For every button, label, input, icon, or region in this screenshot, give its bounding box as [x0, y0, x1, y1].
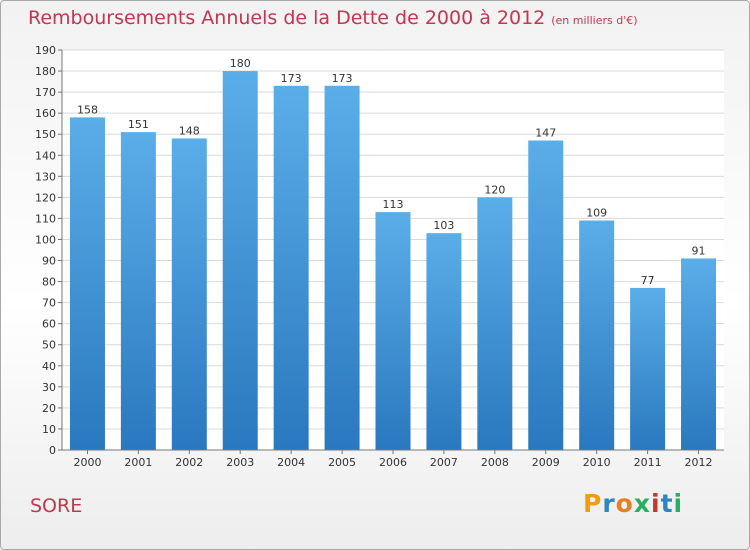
- logo-letter: i: [651, 489, 661, 518]
- y-tick-label: 10: [42, 423, 56, 436]
- y-tick-label: 80: [42, 276, 56, 289]
- bar-2012: [681, 258, 717, 450]
- y-tick-label: 120: [35, 191, 56, 204]
- bar-2010: [579, 220, 615, 450]
- data-label-2009: 147: [535, 127, 556, 140]
- data-label-2012: 91: [692, 244, 706, 257]
- y-tick-label: 110: [35, 212, 56, 225]
- bar-2000: [69, 117, 105, 451]
- data-label-2001: 151: [128, 118, 149, 131]
- x-tick-label-2003: 2003: [226, 456, 254, 469]
- data-label-2011: 77: [641, 274, 655, 287]
- y-tick-label: 30: [42, 381, 56, 394]
- x-tick-label-2001: 2001: [124, 456, 152, 469]
- x-tick-label-2002: 2002: [175, 456, 203, 469]
- logo-letter: P: [583, 489, 603, 518]
- title-text: Remboursements Annuels de la Dette de 20…: [28, 7, 546, 29]
- bar-2009: [528, 140, 564, 451]
- y-tick-label: 180: [35, 65, 56, 78]
- data-label-2007: 103: [433, 219, 454, 232]
- bar-2001: [120, 132, 156, 450]
- y-tick-label: 100: [35, 233, 56, 246]
- y-tick-label: 190: [35, 44, 56, 57]
- commune-name: SORE: [30, 495, 83, 517]
- y-tick-label: 170: [35, 86, 56, 99]
- x-tick-label-2007: 2007: [430, 456, 458, 469]
- x-tick-label-2000: 2000: [73, 456, 101, 469]
- logo-letter: o: [615, 489, 634, 518]
- y-tick-label: 150: [35, 128, 56, 141]
- y-tick-label: 130: [35, 170, 56, 183]
- logo-letter: i: [673, 489, 684, 518]
- y-tick-label: 70: [42, 297, 56, 310]
- logo-letter: r: [602, 489, 616, 518]
- x-tick-label-2008: 2008: [481, 456, 509, 469]
- x-tick-label-2009: 2009: [532, 456, 560, 469]
- data-label-2008: 120: [484, 183, 505, 196]
- bar-2005: [324, 85, 360, 450]
- bar-2011: [630, 287, 666, 450]
- x-tick-label-2004: 2004: [277, 456, 305, 469]
- logo-letter: t: [660, 489, 674, 518]
- y-tick-label: 140: [35, 149, 56, 162]
- y-tick-label: 0: [49, 444, 56, 457]
- x-tick-label-2006: 2006: [379, 456, 407, 469]
- data-label-2004: 173: [281, 72, 302, 85]
- x-tick-label-2005: 2005: [328, 456, 356, 469]
- bar-2002: [171, 138, 207, 450]
- y-tick-label: 60: [42, 318, 56, 331]
- data-label-2005: 173: [332, 72, 353, 85]
- bar-2007: [426, 233, 462, 450]
- x-tick-label-2012: 2012: [685, 456, 713, 469]
- data-label-2006: 113: [383, 198, 404, 211]
- x-tick-label-2011: 2011: [634, 456, 662, 469]
- x-tick-label-2010: 2010: [583, 456, 611, 469]
- data-label-2003: 180: [230, 57, 251, 70]
- y-tick-label: 40: [42, 360, 56, 373]
- y-tick-label: 160: [35, 107, 56, 120]
- chart-subtitle: (en milliers d'€): [551, 14, 638, 27]
- bar-2003: [222, 71, 258, 450]
- chart-title: Remboursements Annuels de la Dette de 20…: [28, 7, 638, 29]
- proxiti-logo: Proxiti: [583, 489, 683, 518]
- y-tick-label: 90: [42, 255, 56, 268]
- data-label-2000: 158: [77, 103, 98, 116]
- bar-2008: [477, 197, 513, 450]
- data-label-2010: 109: [586, 207, 607, 220]
- logo-letter: x: [633, 489, 651, 518]
- bar-2006: [375, 212, 411, 450]
- y-tick-label: 50: [42, 339, 56, 352]
- y-tick-label: 20: [42, 402, 56, 415]
- bar-2004: [273, 85, 309, 450]
- data-label-2002: 148: [179, 124, 200, 137]
